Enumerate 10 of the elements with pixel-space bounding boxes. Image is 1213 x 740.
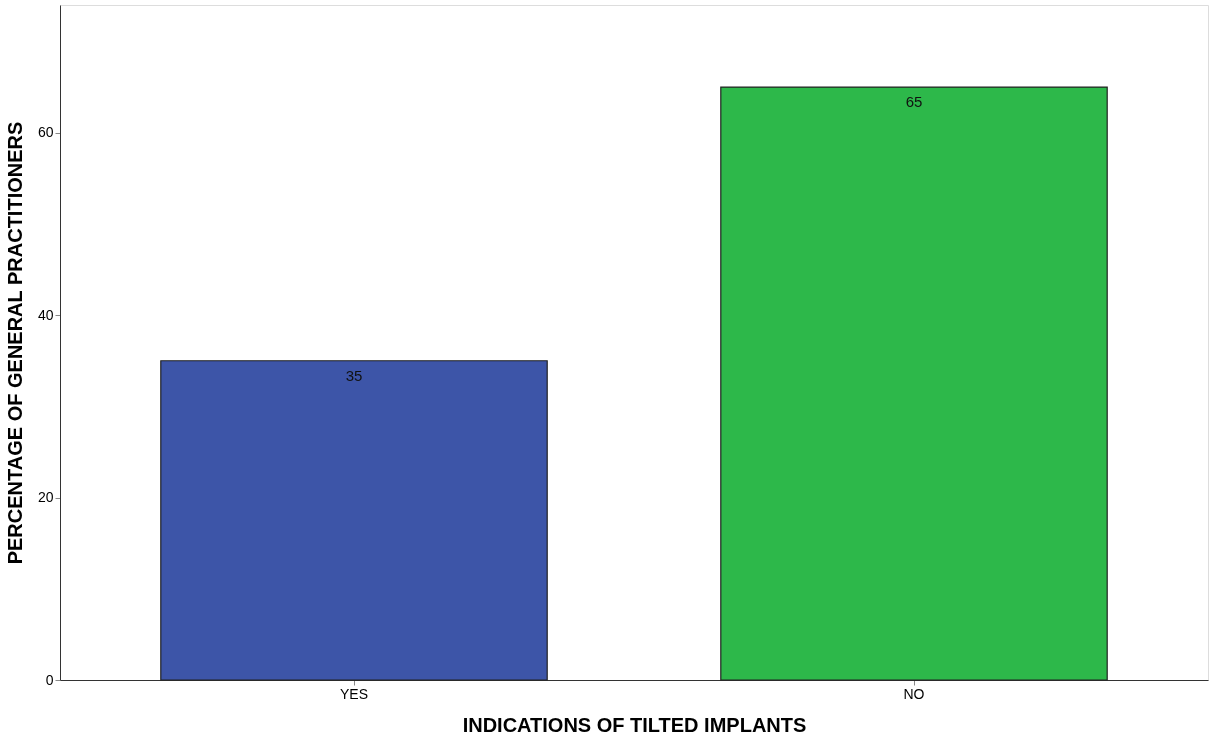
x-tick-label: NO [903, 685, 925, 702]
y-tick-label: 60 [37, 124, 54, 141]
y-axis-title: PERCENTAGE OF GENERAL PRACTITIONERS [3, 121, 26, 565]
y-tick-label: 40 [37, 306, 54, 323]
data-label: 35 [345, 366, 363, 384]
x-tick-label: YES [339, 685, 369, 702]
data-label: 65 [905, 93, 923, 111]
y-tick-label: 0 [45, 671, 54, 688]
y-tick-label: 20 [37, 489, 54, 506]
x-axis-title: INDICATIONS OF TILTED IMPLANTS [462, 713, 807, 736]
